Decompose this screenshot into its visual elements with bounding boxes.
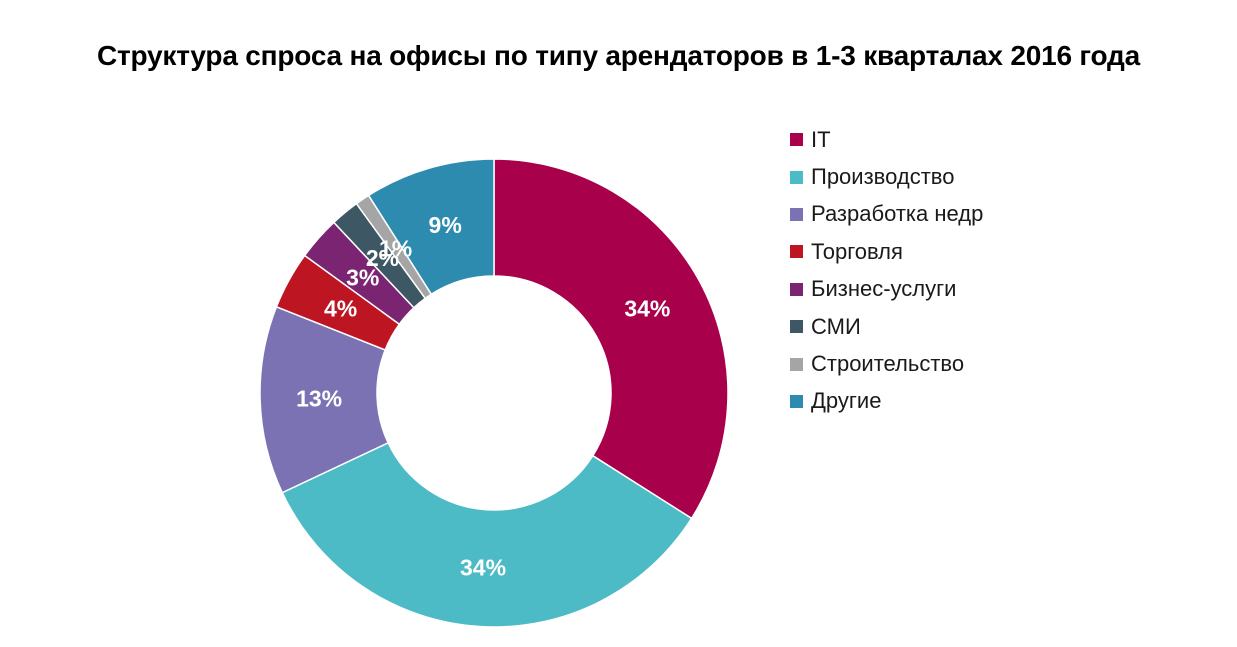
- legend-item: Производство: [790, 158, 983, 195]
- legend-item: Разработка недр: [790, 196, 983, 233]
- legend-label: Производство: [811, 164, 955, 190]
- legend-label: Торговля: [811, 238, 903, 264]
- legend-item: Строительство: [790, 345, 983, 382]
- legend-swatch: [790, 357, 803, 371]
- slice-label-4: 4%: [324, 296, 357, 322]
- legend-label: Строительство: [811, 351, 965, 377]
- legend-label: IT: [811, 126, 831, 152]
- slice-2: [281, 441, 693, 628]
- slice-label-7: 1%: [379, 235, 412, 261]
- slice-label-5: 3%: [346, 264, 379, 290]
- legend-item: Другие: [790, 383, 983, 420]
- slice-8: [367, 158, 495, 296]
- legend-swatch: [790, 282, 803, 296]
- legend-label: СМИ: [811, 313, 861, 339]
- legend-label: Бизнес-услуги: [811, 276, 957, 302]
- legend-swatch: [790, 207, 803, 221]
- legend-label: Другие: [811, 388, 882, 414]
- slice-label-3: 13%: [296, 385, 342, 411]
- legend-swatch: [790, 170, 803, 184]
- legend-label: Разработка недр: [811, 201, 984, 227]
- slice-label-8: 9%: [429, 212, 462, 238]
- legend-item: IT: [790, 121, 983, 158]
- slice-label-2: 34%: [460, 555, 506, 581]
- slice-label-1: 34%: [624, 296, 670, 322]
- slice-label-6: 2%: [366, 245, 399, 271]
- slice-labels: 34% 34% 13% 4% 3%2%1% 9%: [296, 212, 670, 581]
- legend-item: Бизнес-услуги: [790, 271, 983, 308]
- chart-title: Структура спроса на офисы по типу аренда…: [96, 40, 1141, 71]
- legend-item: СМИ: [790, 308, 983, 345]
- legend-swatch: [790, 394, 803, 408]
- slice-1: [493, 158, 729, 520]
- legend-swatch: [790, 133, 803, 147]
- legend-swatch: [790, 320, 803, 334]
- donut-slices: [259, 158, 729, 628]
- legend: IT Производство Разработка недр Торговля Биз…: [790, 121, 983, 420]
- legend-item: Торговля: [790, 233, 983, 270]
- legend-swatch: [790, 245, 803, 259]
